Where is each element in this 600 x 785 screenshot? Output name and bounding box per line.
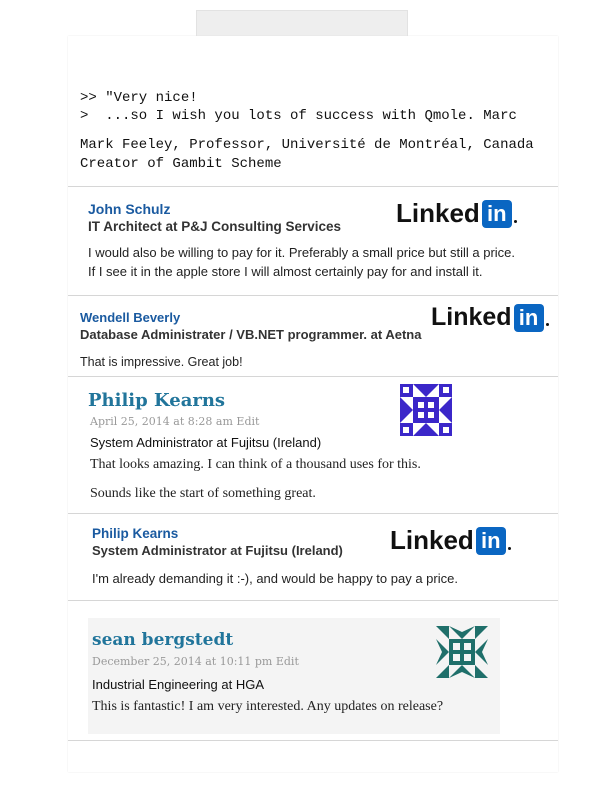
linkedin-logo-word: Linked	[396, 198, 480, 228]
linkedin-logo-word: Linked	[390, 525, 474, 555]
linkedin-logo: Linked in	[396, 198, 517, 229]
quote-role: Creator of Gambit Scheme	[80, 156, 282, 172]
comment-text: If I see it in the apple store I will al…	[88, 264, 483, 279]
comment-text: This is fantastic! I am very interested.…	[92, 699, 444, 714]
commenter-subtitle: System Administrator at Fujitsu (Ireland…	[90, 435, 322, 450]
linkedin-in-icon: in	[481, 199, 512, 228]
divider	[68, 186, 558, 187]
identicon-avatar	[400, 384, 452, 436]
commenter-title: Database Administrater / VB.NET programm…	[80, 327, 422, 342]
divider	[68, 600, 558, 601]
commenter-name[interactable]: Philip Kearns	[88, 390, 226, 411]
divider	[68, 295, 558, 296]
commenter-name[interactable]: sean bergstedt	[92, 630, 234, 650]
linkedin-dot	[513, 220, 517, 223]
commenter-name[interactable]: Wendell Beverly	[80, 310, 181, 325]
linkedin-logo: Linked in	[390, 525, 511, 556]
comment-text: Sounds like the start of something great…	[90, 486, 316, 501]
linkedin-logo: Linked in	[431, 303, 549, 332]
commenter-title: IT Architect at P&J Consulting Services	[88, 219, 342, 234]
commenter-name[interactable]: Philip Kearns	[92, 526, 179, 541]
comment-text: I would also be willing to pay for it. P…	[88, 245, 516, 260]
linkedin-dot	[507, 547, 511, 550]
quote-line-2: > ...so I wish you lots of success with …	[80, 108, 517, 124]
commenter-title: System Administrator at Fujitsu (Ireland…	[92, 543, 343, 558]
quote-author: Mark Feeley, Professor, Université de Mo…	[80, 137, 534, 153]
quote-line-1: >> "Very nice!	[80, 90, 198, 106]
comment-text: That is impressive. Great job!	[80, 355, 243, 369]
divider	[68, 513, 558, 514]
comment-text: I'm already demanding it :-), and would …	[92, 571, 458, 586]
linkedin-dot	[545, 323, 549, 326]
divider	[68, 740, 558, 741]
linkedin-in-icon: in	[475, 526, 506, 555]
comment-meta[interactable]: April 25, 2014 at 8:28 am Edit	[90, 415, 260, 428]
commenter-subtitle: Industrial Engineering at HGA	[92, 677, 264, 692]
comment-meta[interactable]: December 25, 2014 at 10:11 pm Edit	[92, 655, 299, 668]
linkedin-in-icon: in	[513, 303, 544, 332]
comment-text: That looks amazing. I can think of a tho…	[90, 457, 421, 472]
linkedin-logo-word: Linked	[431, 303, 512, 331]
divider	[68, 376, 558, 377]
comment-sean-bergstedt: sean bergstedt December 25, 2014 at 10:1…	[88, 618, 500, 734]
commenter-name[interactable]: John Schulz	[88, 201, 171, 217]
identicon-avatar	[436, 626, 488, 678]
